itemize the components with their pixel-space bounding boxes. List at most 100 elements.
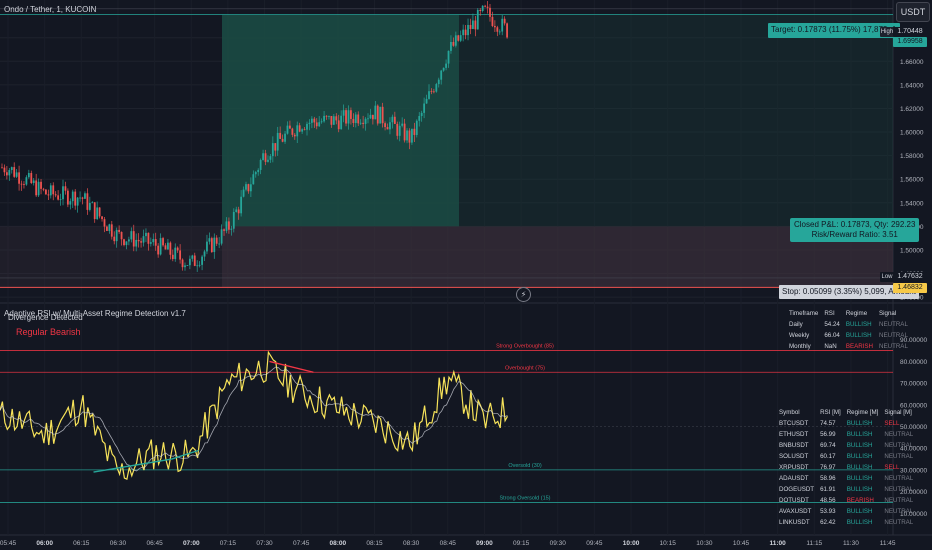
bearish-divergence-line [269,360,314,373]
candle-body [23,184,25,185]
time-tick-label: 09:30 [550,540,567,547]
candle-body [315,122,318,127]
divergence-label: Divergence Detected [8,313,83,322]
candle-body [408,130,411,143]
time-tick-label: 08:15 [366,540,383,547]
candle-body [71,191,74,202]
table-cell-regime: BULLISH [846,486,873,493]
time-tick-label: 07:45 [293,540,310,547]
table-cell-regime: BULLISH [846,519,873,526]
candle-body [347,110,350,124]
table-row: BNBUSDT 69.74 BULLISH NEUTRAL [776,440,916,451]
table-cell-regime: BULLISH [846,475,873,482]
candle-body [159,238,162,255]
candle-body [462,29,465,36]
candle-body [66,190,69,205]
candle-group [1,0,508,272]
time-tick-label: 11:00 [770,540,787,547]
table-cell-rsi: NaN [824,343,837,350]
loss-zone [222,226,893,288]
candle-body [54,194,57,196]
bullish-divergence-line-1 [93,458,172,473]
candle-body [84,193,86,199]
table-cell-regime: BEARISH [846,497,874,504]
candle-body [191,255,194,259]
candle-body [415,120,418,135]
candle-body [432,91,435,93]
time-tick-label: 06:30 [110,540,127,547]
table-cell-sym: ADAUSDT [779,475,809,482]
table-row: Monthly NaN BEARISH NEUTRAL [786,341,911,352]
rsi-tick-label: 10.00000 [900,511,927,518]
asset-table: Symbol RSI [M] Regime [M] Signal [M] BTC… [776,407,916,528]
candle-body [210,238,213,253]
candle-body [59,199,62,201]
candle-body [164,245,167,250]
candle-body [442,67,445,71]
candle-body [262,153,264,161]
candle-body [142,236,145,243]
candle-body [413,128,416,135]
candle-body [8,170,11,176]
candle-body [3,167,6,173]
candle-body [291,128,294,135]
candle-body [154,239,157,246]
target-price-tag: 1.69958 [893,37,927,47]
candle-body [188,258,191,266]
price-tick-label: 1.56000 [900,177,924,184]
lightning-icon[interactable]: ⚡ [516,287,531,302]
candle-body [340,115,343,130]
time-tick-label: 06:45 [146,540,163,547]
candle-body [201,256,203,265]
candle-body [391,116,394,123]
candle-body [5,172,8,176]
candle-body [393,116,396,124]
candle-body [289,125,291,129]
candle-body [106,226,108,231]
candle-body [330,115,333,125]
candle-body [62,186,64,200]
candle-body [411,128,413,143]
time-tick-label: 08:00 [330,540,347,547]
candle-body [81,197,84,199]
low-value: 1.47632 [893,272,927,282]
candle-body [296,125,299,137]
candle-body [69,201,72,205]
candle-body [96,207,99,220]
header-regime: Regime [845,310,868,317]
candle-body [318,122,321,127]
candle-body [137,239,140,242]
table-cell-regime: BULLISH [845,321,872,328]
candle-body [362,122,365,124]
header-timeframe: Timeframe [789,310,819,317]
candle-body [257,169,260,173]
candle-body [79,197,81,199]
price-tick-label: 1.50000 [900,247,924,254]
candle-body [320,121,323,123]
currency-button[interactable]: USDT [896,2,930,22]
candle-body [169,242,172,255]
candle-body [18,172,20,184]
candle-body [457,35,460,41]
table-cell-sym: DOGEUSDT [779,486,815,493]
candle-body [208,238,211,242]
candle-body [352,118,355,123]
rsi-tick-label: 30.00000 [900,467,927,474]
time-tick-label: 07:00 [183,540,200,547]
stop-label: Stop: 0.05099 (3.35%) 5,099, Amount [779,285,919,299]
candle-body [223,229,225,231]
indicator-pane [0,303,893,535]
candle-body [193,255,196,266]
candle-body [206,241,208,252]
table-row: LINKUSDT 62.42 BULLISH NEUTRAL [776,517,916,528]
candle-body [64,186,67,191]
closed-pl-text: Closed P&L: 0.17873, Qty: 292.23 [794,220,916,229]
table-row: SOLUSDT 60.17 BULLISH NEUTRAL [776,451,916,462]
candle-body [371,114,374,120]
candle-body [306,123,308,130]
candle-body [364,118,367,124]
table-cell-sym: AVAXUSDT [779,508,812,515]
candle-body [196,265,199,267]
candle-body [162,238,164,246]
candle-body [98,207,101,217]
